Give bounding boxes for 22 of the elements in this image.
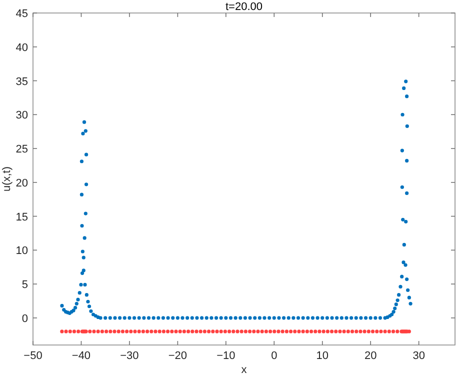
y-tick-label: 15 <box>16 211 28 224</box>
y-tick-label: 40 <box>16 42 28 54</box>
x-tick-label: −30 <box>120 350 139 362</box>
x-tick-label: −40 <box>72 350 91 362</box>
x-axis-title: x <box>241 364 248 376</box>
y-tick-label: 25 <box>16 144 28 156</box>
y-tick-label: 45 <box>16 8 28 20</box>
x-tick-label: −10 <box>216 350 236 362</box>
y-tick-label: 30 <box>16 110 28 122</box>
y-tick-label: 10 <box>16 245 28 258</box>
x-tick-label: 0 <box>271 350 278 362</box>
chart-title: t=20.00 <box>225 1 263 13</box>
x-tick-label: −50 <box>24 350 42 362</box>
y-tick-label: 35 <box>16 76 28 88</box>
x-tick-label: 10 <box>316 350 328 362</box>
y-tick-label: 5 <box>22 279 28 292</box>
y-tick-label: 0 <box>22 312 28 325</box>
x-tick-label: −20 <box>168 350 188 362</box>
y-axis-title: u(x,t) <box>1 166 13 192</box>
x-tick-label: 30 <box>412 350 425 362</box>
y-tick-label: 20 <box>16 177 28 190</box>
x-tick-label: 20 <box>364 350 377 362</box>
